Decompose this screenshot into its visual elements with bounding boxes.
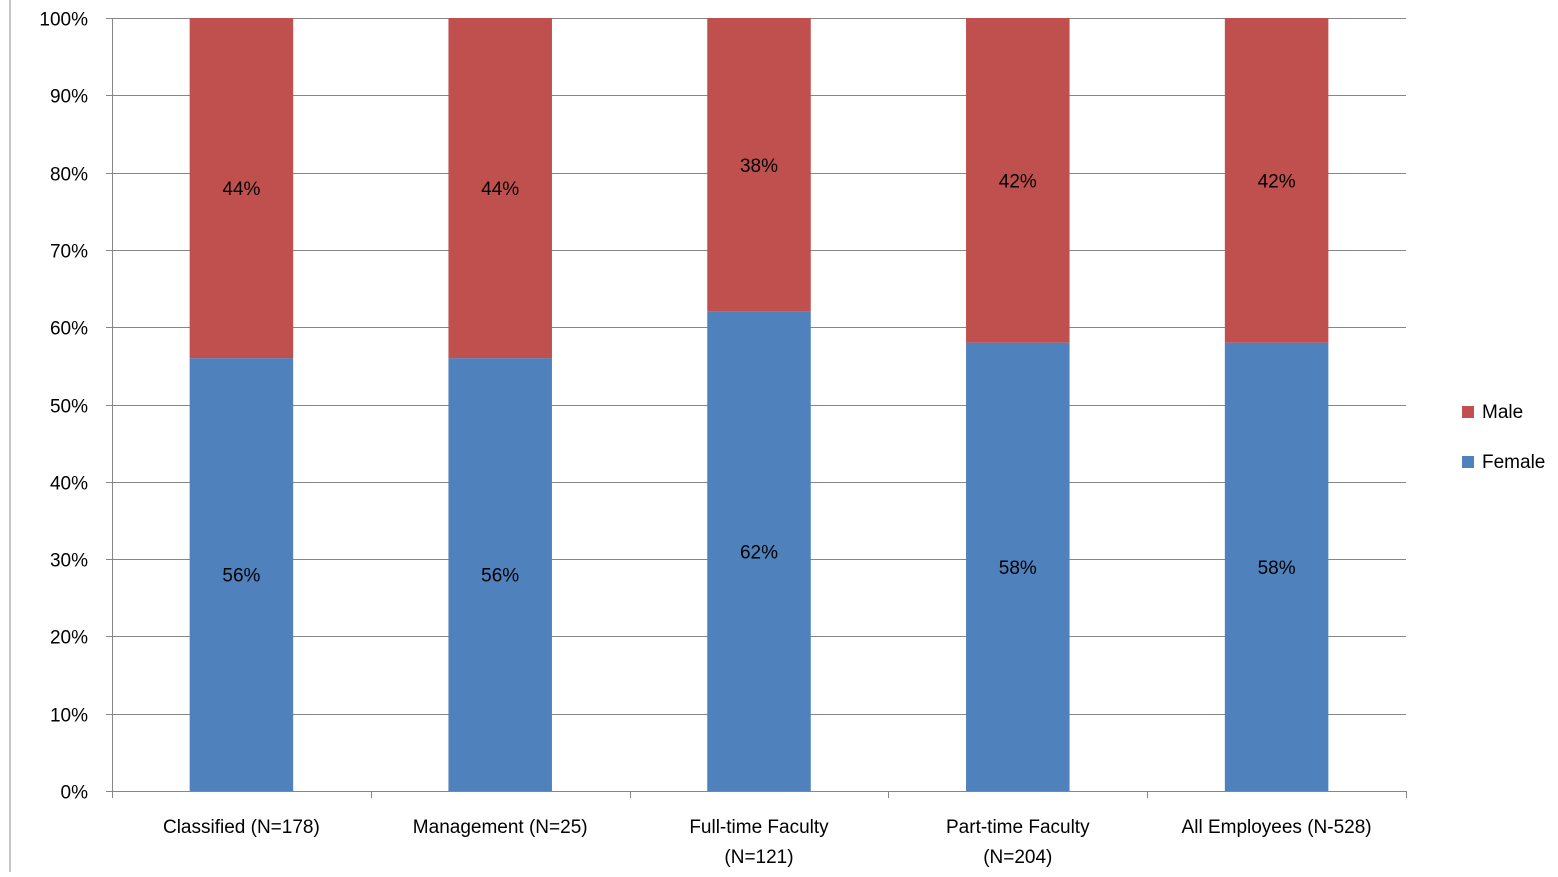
x-category-label: Full-time Faculty (689, 817, 829, 838)
legend-swatch-female (1462, 456, 1474, 468)
y-tick-label: 60% (50, 319, 88, 340)
y-tick-label: 10% (50, 706, 88, 727)
bar-segment-female (1224, 342, 1329, 791)
y-tick-label: 50% (50, 397, 88, 418)
y-tick-label: 20% (50, 628, 88, 649)
bar-segment-male (1224, 18, 1329, 343)
bars (189, 18, 1329, 791)
axes: 0% 10% 20% 30% 40% 50% 60% 70% 80% 90% 100% Classif… (9, 0, 1407, 872)
legend: Male Female (1462, 402, 1545, 473)
legend-swatch-male (1462, 406, 1474, 418)
legend-label-male: Male (1482, 402, 1523, 423)
data-label-female: 58% (999, 558, 1037, 579)
x-category-label: All Employees (N-528) (1182, 817, 1372, 838)
bar-segment-male (448, 18, 552, 359)
bar-segment-male (966, 18, 1070, 343)
y-tick-label: 30% (50, 551, 88, 572)
bar-segment-male (189, 18, 294, 359)
bar-segment-female (966, 342, 1070, 791)
data-label-female: 56% (222, 566, 260, 587)
x-category-label: Classified (N=178) (163, 817, 320, 838)
data-labels: 56% 44% 56% 44% 62% 38% 58% 42% 58% 42% (222, 156, 1295, 587)
bar-segment-female (448, 358, 552, 791)
y-tick-label: 0% (61, 783, 89, 804)
x-category-label: Management (N=25) (413, 817, 588, 838)
data-label-female: 62% (740, 542, 778, 563)
data-label-male: 44% (222, 179, 260, 200)
data-label-male: 42% (999, 171, 1037, 192)
data-label-female: 58% (1258, 558, 1296, 579)
y-tick-label: 40% (50, 474, 88, 495)
data-label-female: 56% (481, 566, 519, 587)
x-category-label: Part-time Faculty (946, 817, 1090, 838)
data-label-male: 42% (1258, 171, 1296, 192)
y-tick-label: 100% (39, 10, 88, 31)
legend-label-female: Female (1482, 452, 1545, 473)
x-category-label: (N=204) (983, 847, 1052, 868)
bar-segment-female (707, 311, 811, 791)
x-category-label: (N=121) (724, 847, 793, 868)
data-label-male: 38% (740, 156, 778, 177)
data-label-male: 44% (481, 179, 519, 200)
bar-segment-female (189, 358, 294, 791)
y-tick-label: 80% (50, 165, 88, 186)
bar-segment-male (707, 18, 811, 312)
y-tick-label: 70% (50, 242, 88, 263)
y-tick-label: 90% (50, 87, 88, 108)
